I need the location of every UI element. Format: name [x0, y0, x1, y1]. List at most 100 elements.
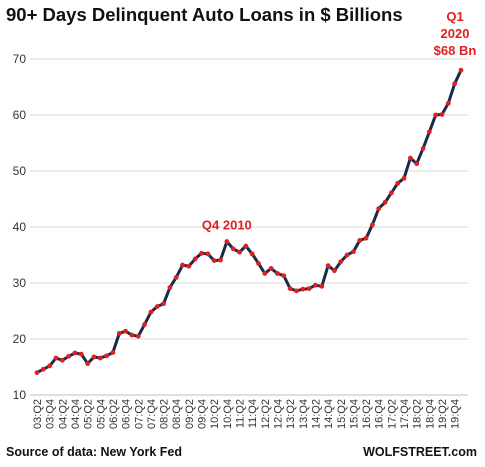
y-tick-label: 20: [13, 332, 27, 346]
x-tick-label: 07:Q4: [146, 399, 158, 429]
x-tick-label: 04:Q4: [70, 399, 82, 429]
data-point: [91, 354, 97, 360]
data-point: [452, 81, 458, 87]
data-point: [439, 112, 445, 117]
data-point: [388, 190, 394, 196]
x-tick-label: 15:Q2: [336, 399, 348, 429]
data-point: [401, 175, 407, 181]
data-point: [306, 286, 312, 291]
data-point: [142, 322, 147, 327]
x-tick-label: 09:Q4: [197, 399, 209, 429]
x-tick-label: 14:Q2: [310, 399, 322, 429]
annotation-q1-2020: 2020: [441, 26, 470, 41]
data-point: [205, 251, 211, 257]
y-tick-label: 40: [13, 220, 27, 234]
data-point: [458, 67, 464, 73]
y-tick-label: 70: [13, 52, 27, 66]
x-tick-label: 05:Q2: [83, 399, 95, 429]
data-point: [281, 273, 287, 279]
data-point: [344, 252, 350, 258]
annotation-q4-2010: Q4 2010: [202, 218, 252, 233]
data-point: [167, 285, 173, 290]
data-point: [97, 355, 103, 361]
data-point: [148, 309, 154, 315]
x-tick-label: 11:Q4: [247, 399, 259, 428]
data-point: [357, 238, 363, 243]
data-point: [154, 304, 160, 309]
data-point: [224, 239, 230, 244]
data-point: [40, 366, 46, 372]
x-tick-label: 08:Q4: [171, 399, 183, 429]
data-point: [262, 271, 268, 276]
x-tick-label: 15:Q4: [348, 399, 360, 429]
data-point: [199, 250, 204, 256]
data-point: [294, 288, 299, 294]
x-tick-label: 05:Q4: [95, 399, 107, 429]
data-point: [85, 361, 91, 367]
x-tick-label: 09:Q2: [184, 399, 196, 429]
x-tick-label: 03:Q2: [32, 399, 44, 429]
x-tick-label: 03:Q4: [45, 399, 57, 429]
data-point: [53, 355, 59, 361]
data-point: [104, 353, 110, 359]
y-tick-label: 10: [13, 388, 27, 402]
annotation-q1-2020: Q1: [446, 9, 463, 24]
x-tick-label: 06:Q2: [108, 399, 120, 429]
data-point: [287, 286, 293, 291]
data-point: [129, 332, 135, 338]
data-point: [382, 199, 388, 205]
chart-title: 90+ Days Delinquent Auto Loans in $ Bill…: [6, 4, 403, 25]
x-tick-label: 12:Q4: [272, 399, 284, 429]
data-point: [351, 249, 356, 255]
data-point: [135, 333, 141, 339]
x-tick-label: 14:Q4: [323, 399, 335, 429]
x-tick-label: 18:Q4: [424, 399, 436, 429]
data-point: [161, 301, 166, 307]
data-point: [395, 180, 401, 186]
y-tick-label: 30: [13, 276, 27, 290]
annotation-q1-2020: $68 Bn: [434, 43, 477, 58]
data-point: [34, 370, 40, 375]
data-point: [376, 206, 382, 211]
x-tick-label: 16:Q2: [361, 399, 373, 429]
x-tick-label: 19:Q4: [450, 399, 462, 429]
x-tick-label: 07:Q2: [133, 399, 145, 429]
data-point: [218, 257, 223, 263]
source-note: Source of data: New York Fed: [6, 445, 182, 459]
data-point: [407, 155, 413, 161]
data-point: [192, 256, 198, 262]
data-point: [332, 268, 337, 274]
x-tick-label: 10:Q2: [209, 399, 221, 429]
x-tick-label: 19:Q2: [437, 399, 449, 429]
x-tick-label: 11:Q2: [235, 399, 247, 428]
x-tick-label: 12:Q2: [260, 399, 272, 429]
data-point: [313, 282, 318, 288]
x-tick-label: 13:Q2: [285, 399, 297, 429]
x-tick-label: 13:Q4: [298, 399, 310, 429]
data-point: [211, 258, 217, 263]
data-point: [110, 350, 116, 355]
data-point: [180, 262, 185, 268]
x-tick-label: 08:Q2: [159, 399, 171, 429]
brand-label: WOLFSTREET.com: [363, 445, 477, 459]
data-point: [230, 246, 236, 252]
data-point: [268, 266, 274, 271]
y-tick-label: 60: [13, 108, 27, 122]
data-point: [256, 261, 261, 266]
data-point: [433, 112, 439, 118]
x-tick-label: 17:Q4: [399, 399, 411, 429]
x-tick-label: 17:Q2: [386, 399, 398, 429]
x-tick-label: 16:Q4: [374, 399, 386, 429]
data-point: [325, 263, 331, 269]
data-point: [78, 351, 84, 357]
data-point: [237, 249, 242, 255]
data-point: [72, 350, 78, 356]
data-point: [414, 161, 420, 167]
data-point: [445, 100, 451, 106]
data-point: [249, 251, 255, 257]
data-point: [420, 146, 426, 152]
data-point: [186, 263, 192, 269]
data-point: [319, 283, 325, 289]
